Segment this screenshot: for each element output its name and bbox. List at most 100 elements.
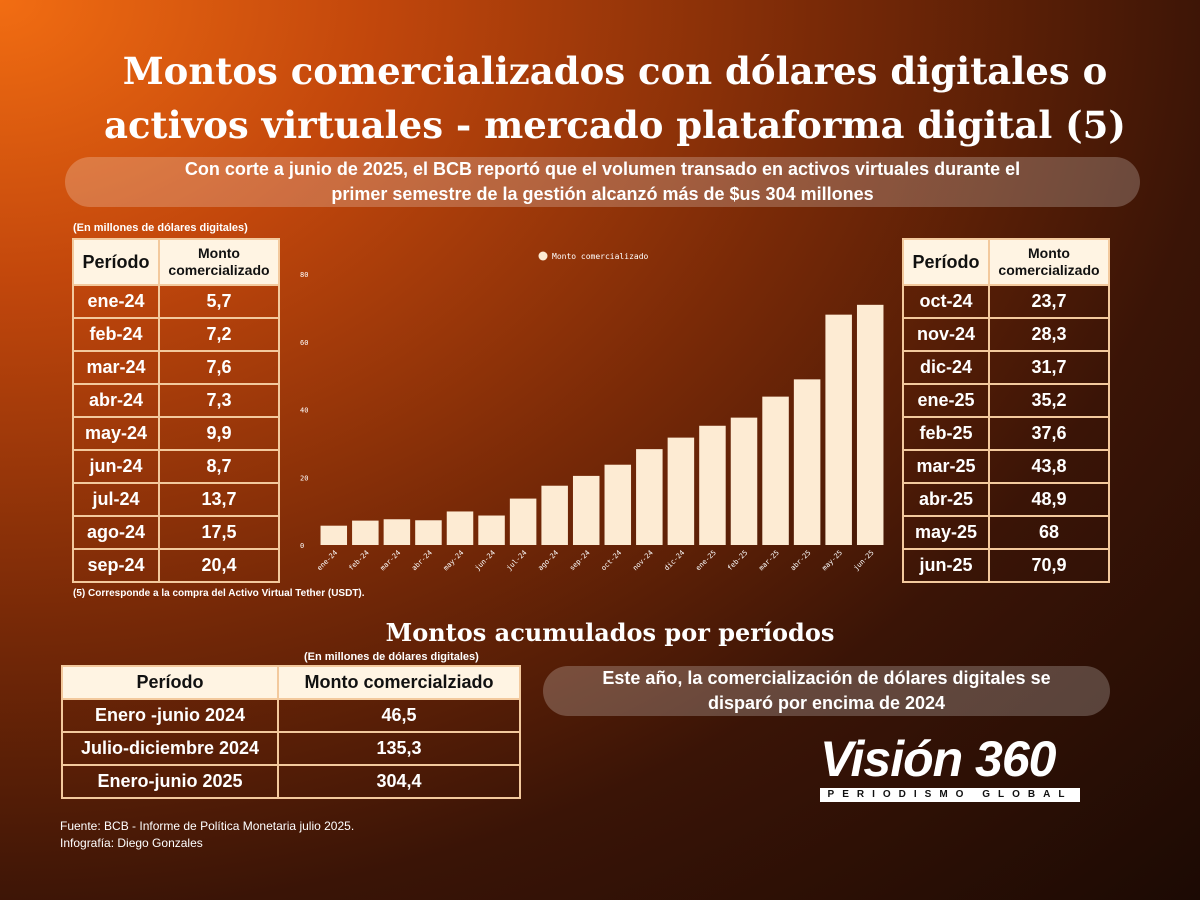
bar-jun-25 <box>856 304 884 545</box>
amount-cell: 7,3 <box>158 383 280 418</box>
table-row: nov-24 28,3 <box>902 317 1110 352</box>
x-tick-label: may-24 <box>442 549 466 573</box>
x-tick-label: feb-24 <box>347 549 371 573</box>
table-row: may-25 68 <box>902 515 1110 550</box>
x-tick-label: feb-25 <box>726 549 750 573</box>
amount-cell: 70,9 <box>988 548 1110 583</box>
period-cell: abr-24 <box>72 383 160 418</box>
amount-cell: 20,4 <box>158 548 280 583</box>
credits: Fuente: BCB - Informe de Política Moneta… <box>60 818 354 852</box>
table-row: jun-24 8,7 <box>72 449 280 484</box>
bar-jun-24 <box>478 515 505 545</box>
amount-cell: 9,9 <box>158 416 280 451</box>
accum-header-period: Período <box>61 665 279 700</box>
accum-header-amount: Monto comercialziado <box>277 665 521 700</box>
x-tick-label: jun-25 <box>852 549 876 573</box>
period-cell: nov-24 <box>902 317 990 352</box>
bar-mar-24 <box>383 519 411 545</box>
accumulated-table: Período Monto comercialziado Enero -juni… <box>61 665 521 799</box>
x-tick-label: mar-24 <box>379 549 403 573</box>
summary-line-2: primer semestre de la gestión alcanzó má… <box>331 184 874 204</box>
amount-cell: 35,2 <box>988 383 1110 418</box>
amount-cell: 13,7 <box>158 482 280 517</box>
accum-period-cell: Enero-junio 2025 <box>61 764 279 799</box>
y-tick-label: 40 <box>300 407 308 415</box>
period-cell: abr-25 <box>902 482 990 517</box>
bar-oct-24 <box>604 464 632 545</box>
amount-cell: 7,6 <box>158 350 280 385</box>
x-tick-label: abr-25 <box>789 549 813 573</box>
table-row: mar-24 7,6 <box>72 350 280 385</box>
bar-ene-25 <box>699 425 726 545</box>
summary-line-1: Con corte a junio de 2025, el BCB report… <box>184 159 1021 179</box>
header-amount: Monto comercializado <box>988 238 1110 286</box>
period-cell: ago-24 <box>72 515 160 550</box>
y-tick-label: 80 <box>300 271 308 279</box>
source-line: Fuente: BCB - Informe de Política Moneta… <box>60 819 355 833</box>
period-cell: mar-24 <box>72 350 160 385</box>
logo-tagline: PERIODISMO GLOBAL <box>820 788 1080 802</box>
x-tick-label: nov-24 <box>631 549 655 573</box>
title-line-1: Montos comercializados con dólares digit… <box>122 49 1108 93</box>
units-note: (En millones de dólares digitales) <box>73 222 248 234</box>
amount-cell: 43,8 <box>988 449 1110 484</box>
table-row: jun-25 70,9 <box>902 548 1110 583</box>
x-tick-label: ene-24 <box>316 549 340 573</box>
period-cell: feb-25 <box>902 416 990 451</box>
logo-wordmark: Visión 360 <box>820 731 1056 787</box>
table-row: Enero-junio 2025 304,4 <box>61 764 521 799</box>
note-line-1: Este año, la comercialización de dólares… <box>602 668 1051 688</box>
x-tick-label: jun-24 <box>473 549 497 573</box>
table-row: mar-25 43,8 <box>902 449 1110 484</box>
period-cell: sep-24 <box>72 548 160 583</box>
amount-cell: 23,7 <box>988 284 1110 319</box>
x-tick-label: sep-24 <box>568 549 592 573</box>
period-cell: may-24 <box>72 416 160 451</box>
accum-amount-cell: 135,3 <box>277 731 521 766</box>
header-amount: Monto comercializado <box>158 238 280 286</box>
legend-marker <box>538 251 548 261</box>
period-cell: oct-24 <box>902 284 990 319</box>
x-tick-label: ago-24 <box>537 549 561 573</box>
table-row: ago-24 17,5 <box>72 515 280 550</box>
table-row: jul-24 13,7 <box>72 482 280 517</box>
period-cell: feb-24 <box>72 317 160 352</box>
period-cell: mar-25 <box>902 449 990 484</box>
table-row: abr-25 48,9 <box>902 482 1110 517</box>
amount-cell: 37,6 <box>988 416 1110 451</box>
x-tick-label: dic-24 <box>663 549 687 573</box>
accum-amount-cell: 304,4 <box>277 764 521 799</box>
table-row: may-24 9,9 <box>72 416 280 451</box>
bar-ene-24 <box>320 525 348 545</box>
amount-cell: 28,3 <box>988 317 1110 352</box>
vision360-logo: Visión 360 PERIODISMO GLOBAL <box>820 732 1080 802</box>
credit-line: Infografía: Diego Gonzales <box>60 836 203 850</box>
amount-cell: 5,7 <box>158 284 280 319</box>
bar-abr-25 <box>793 379 821 545</box>
bar-chart: Monto comercializado 0 20 40 60 80 ene-24 feb-2… <box>300 251 884 573</box>
bar-sep-24 <box>572 475 600 545</box>
accumulated-units-note: (En millones de dólares digitales) <box>304 651 479 663</box>
period-cell: ene-24 <box>72 284 160 319</box>
period-cell: jun-24 <box>72 449 160 484</box>
header-period: Período <box>902 238 990 286</box>
period-cell: may-25 <box>902 515 990 550</box>
table-row: sep-24 20,4 <box>72 548 280 583</box>
legend-label: Monto comercializado <box>552 252 649 261</box>
table-row: abr-24 7,3 <box>72 383 280 418</box>
y-tick-label: 20 <box>300 474 308 482</box>
bar-mar-25 <box>762 396 789 545</box>
table-row: dic-24 31,7 <box>902 350 1110 385</box>
amount-cell: 17,5 <box>158 515 280 550</box>
amount-cell: 48,9 <box>988 482 1110 517</box>
bar-feb-24 <box>352 520 379 545</box>
x-tick-label: may-25 <box>821 549 845 573</box>
table-row: feb-24 7,2 <box>72 317 280 352</box>
note-line-2: disparó por encima de 2024 <box>707 693 946 713</box>
accum-period-cell: Enero -junio 2024 <box>61 698 279 733</box>
summary-banner: Con corte a junio de 2025, el BCB report… <box>65 157 1140 207</box>
bar-ago-24 <box>541 485 568 545</box>
accumulated-heading: Montos acumulados por períodos <box>385 618 835 647</box>
x-tick-label: oct-24 <box>600 549 624 573</box>
y-tick-label: 60 <box>300 339 308 347</box>
